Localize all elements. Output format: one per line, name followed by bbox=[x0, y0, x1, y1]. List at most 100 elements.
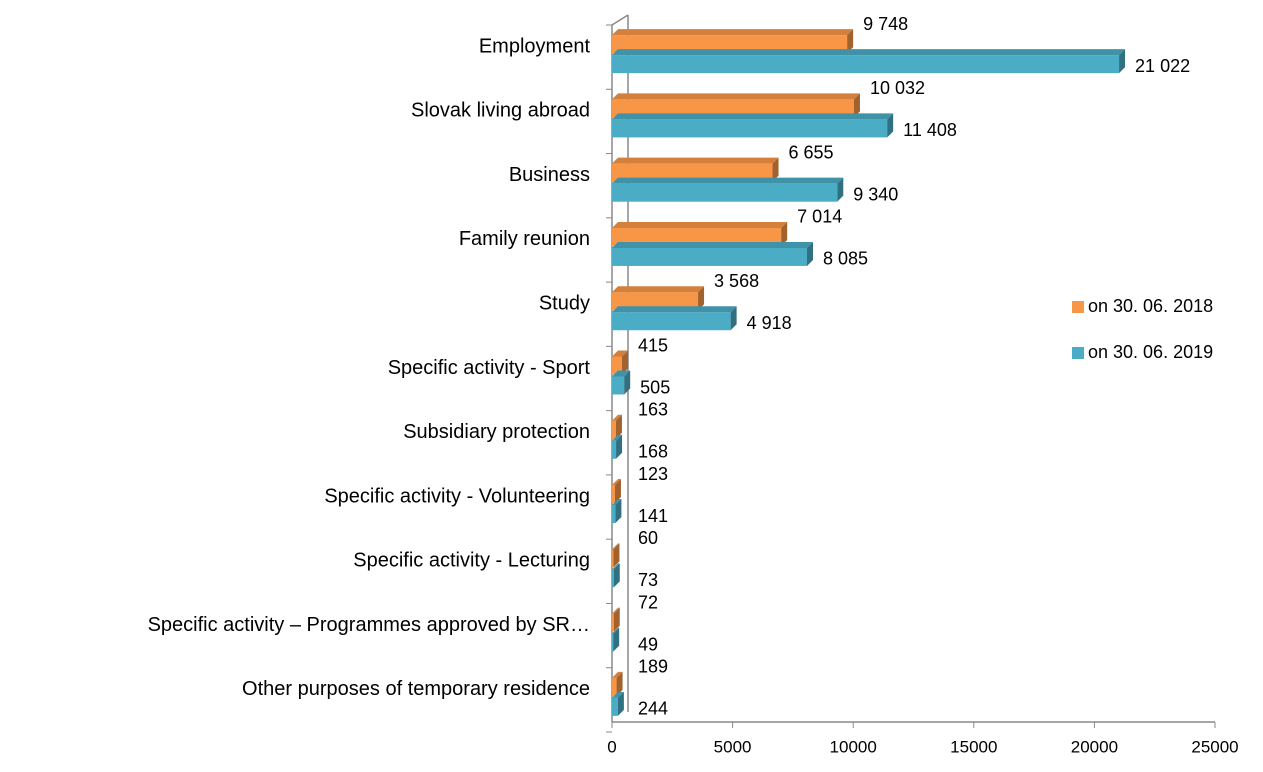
bar-top bbox=[612, 499, 622, 506]
bar-side bbox=[1119, 49, 1126, 74]
bar-top bbox=[612, 177, 844, 184]
category-label: Specific activity - Volunteering bbox=[324, 485, 590, 507]
bar-top bbox=[612, 241, 814, 248]
bar bbox=[612, 485, 615, 504]
bar-side bbox=[698, 286, 705, 311]
bar-top bbox=[612, 434, 623, 441]
value-label: 168 bbox=[638, 442, 668, 462]
bar-top bbox=[612, 286, 705, 293]
bar-top bbox=[612, 543, 620, 550]
value-label: 73 bbox=[638, 570, 658, 590]
bar-side bbox=[616, 434, 623, 459]
bar-side bbox=[624, 370, 631, 395]
bar bbox=[612, 440, 617, 459]
x-tick-label: 10000 bbox=[830, 737, 877, 756]
value-label: 21 022 bbox=[1135, 56, 1190, 76]
value-label: 10 032 bbox=[870, 78, 925, 98]
bar-side bbox=[616, 671, 623, 696]
bar bbox=[612, 35, 848, 54]
value-label: 123 bbox=[638, 464, 668, 484]
value-label: 4 918 bbox=[747, 313, 792, 333]
bar bbox=[612, 99, 854, 118]
bar bbox=[612, 677, 617, 696]
category-label: Family reunion bbox=[459, 228, 590, 250]
bar-top bbox=[612, 93, 860, 100]
value-label: 189 bbox=[638, 657, 668, 677]
bar bbox=[612, 569, 614, 588]
bar-side bbox=[772, 157, 779, 182]
bar bbox=[612, 247, 808, 266]
value-label: 505 bbox=[640, 377, 670, 397]
bar bbox=[612, 633, 614, 652]
bar bbox=[612, 312, 731, 331]
bar bbox=[612, 356, 623, 375]
value-label: 49 bbox=[638, 634, 658, 654]
category-label: Slovak living abroad bbox=[411, 100, 590, 122]
category-label: Specific activity - Sport bbox=[388, 357, 591, 379]
bar-top bbox=[612, 350, 629, 357]
value-label: 9 748 bbox=[863, 14, 908, 34]
bar-side bbox=[837, 177, 844, 202]
value-label: 72 bbox=[638, 592, 658, 612]
bar-side bbox=[617, 691, 624, 716]
bar-top bbox=[612, 370, 631, 377]
bar-top bbox=[612, 671, 623, 678]
x-tick-label: 0 bbox=[607, 737, 616, 756]
value-label: 6 655 bbox=[789, 142, 834, 162]
bar-side bbox=[887, 113, 894, 138]
bar-top bbox=[612, 113, 894, 120]
value-label: 3 568 bbox=[714, 271, 759, 291]
bar-side bbox=[730, 306, 737, 331]
category-label: Specific activity - Lecturing bbox=[353, 550, 590, 572]
value-label: 141 bbox=[638, 506, 668, 526]
value-label: 9 340 bbox=[853, 184, 898, 204]
bar bbox=[612, 376, 625, 395]
category-label: Subsidiary protection bbox=[403, 421, 590, 443]
bar-top bbox=[612, 479, 621, 486]
bar-side bbox=[615, 499, 622, 524]
y-axis-top bbox=[611, 14, 629, 26]
bar-side bbox=[807, 241, 814, 266]
bar-side bbox=[613, 543, 620, 568]
category-label: Other purposes of temporary residence bbox=[242, 678, 590, 700]
category-label: Business bbox=[509, 164, 590, 186]
value-label: 163 bbox=[638, 400, 668, 420]
bar bbox=[612, 505, 616, 524]
x-tick-label: 20000 bbox=[1071, 737, 1118, 756]
bar bbox=[612, 549, 614, 568]
bar bbox=[612, 420, 616, 439]
bar-top bbox=[612, 563, 620, 570]
x-tick-label: 15000 bbox=[950, 737, 997, 756]
value-label: 60 bbox=[638, 528, 658, 548]
bar-top bbox=[612, 627, 620, 634]
bar bbox=[612, 163, 773, 182]
bar-side bbox=[781, 221, 788, 246]
legend-swatch bbox=[1072, 301, 1084, 313]
legend-label: on 30. 06. 2018 bbox=[1088, 296, 1213, 316]
bar-side bbox=[847, 29, 854, 54]
category-label: Study bbox=[539, 293, 590, 315]
x-tick-label: 25000 bbox=[1191, 737, 1238, 756]
bar-side bbox=[613, 607, 620, 632]
bar bbox=[612, 119, 888, 138]
bar-top bbox=[612, 607, 620, 614]
bar-top bbox=[612, 49, 1126, 56]
value-label: 244 bbox=[638, 699, 668, 719]
bar bbox=[612, 227, 782, 246]
bar-top bbox=[612, 691, 624, 698]
category-label: Specific activity – Programmes approved … bbox=[148, 614, 590, 636]
category-label: Employment bbox=[479, 35, 591, 57]
bar-side bbox=[615, 414, 622, 439]
bar bbox=[612, 697, 618, 716]
bar-top bbox=[612, 306, 737, 313]
bar-side bbox=[622, 350, 629, 375]
bar-top bbox=[612, 29, 854, 36]
value-label: 8 085 bbox=[823, 249, 868, 269]
bar-top bbox=[612, 221, 788, 228]
bar bbox=[612, 55, 1120, 74]
bar bbox=[612, 292, 699, 311]
x-tick-label: 5000 bbox=[714, 737, 752, 756]
bar-top bbox=[612, 157, 779, 164]
value-label: 7 014 bbox=[797, 207, 842, 227]
